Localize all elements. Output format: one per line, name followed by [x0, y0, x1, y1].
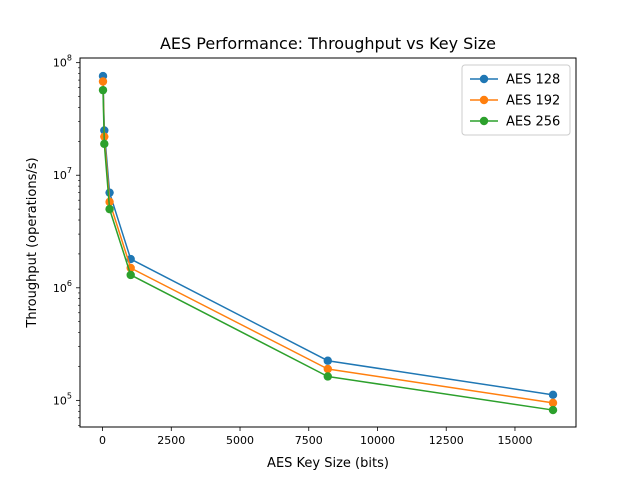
legend-swatch-marker: [479, 74, 489, 84]
legend-swatch-marker: [479, 116, 489, 126]
series-line: [102, 90, 554, 411]
data-point: [105, 204, 114, 214]
data-point: [98, 85, 108, 95]
y-tick-label: 105: [53, 391, 72, 407]
legend-item: AES 256: [470, 115, 560, 130]
x-tick-label: 0: [99, 434, 106, 447]
x-tick-label: 2500: [157, 434, 185, 447]
x-tick: 0: [99, 427, 106, 447]
x-axis-label: AES Key Size (bits): [267, 456, 389, 471]
x-tick: 15000: [497, 427, 532, 447]
legend-item: AES 192: [470, 94, 560, 109]
y-tick: 105: [53, 391, 80, 407]
series-layer: [98, 71, 558, 415]
data-point: [323, 364, 332, 374]
data-point: [323, 356, 332, 365]
x-tick: 7500: [295, 427, 323, 447]
data-point: [98, 77, 108, 86]
data-point: [126, 270, 135, 280]
legend-box: [461, 64, 571, 136]
data-point: [548, 390, 558, 400]
data-point: [323, 372, 332, 381]
legend-label: AES 128: [506, 73, 560, 88]
legend-item: AES 128: [470, 73, 560, 88]
y-tick-label: 106: [53, 279, 72, 295]
x-tick-label: 12500: [429, 434, 464, 447]
plot-frame: [79, 57, 577, 428]
y-tick: 106: [53, 279, 80, 295]
x-tick: 2500: [157, 427, 185, 447]
x-tick-label: 15000: [497, 434, 532, 447]
x-tick-label: 7500: [295, 434, 323, 447]
x-tick: 10000: [360, 427, 395, 447]
y-tick: 107: [53, 166, 80, 182]
data-point: [548, 405, 558, 415]
y-tick: 108: [53, 54, 80, 70]
x-tick: 5000: [226, 427, 254, 447]
data-point: [548, 398, 558, 408]
legend-label: AES 256: [506, 115, 560, 130]
chart-title: AES Performance: Throughput vs Key Size: [160, 34, 496, 53]
y-tick-label: 108: [53, 54, 72, 70]
series-2: [98, 85, 558, 415]
data-point: [100, 139, 109, 149]
x-tick: 12500: [429, 427, 464, 447]
legend: AES 128 AES 192 AES 256: [461, 64, 571, 136]
y-tick-label: 107: [53, 166, 72, 182]
x-tick-label: 5000: [226, 434, 254, 447]
y-axis-ticks: 105 106 107 108: [53, 54, 80, 426]
legend-swatch-marker: [479, 95, 489, 105]
legend-label: AES 192: [506, 94, 560, 109]
x-tick-label: 10000: [360, 434, 395, 447]
y-axis-label: Throughput (operations/s): [25, 157, 40, 328]
x-axis-ticks: 0 2500 5000 7500 10000 12500 15000: [99, 427, 532, 447]
